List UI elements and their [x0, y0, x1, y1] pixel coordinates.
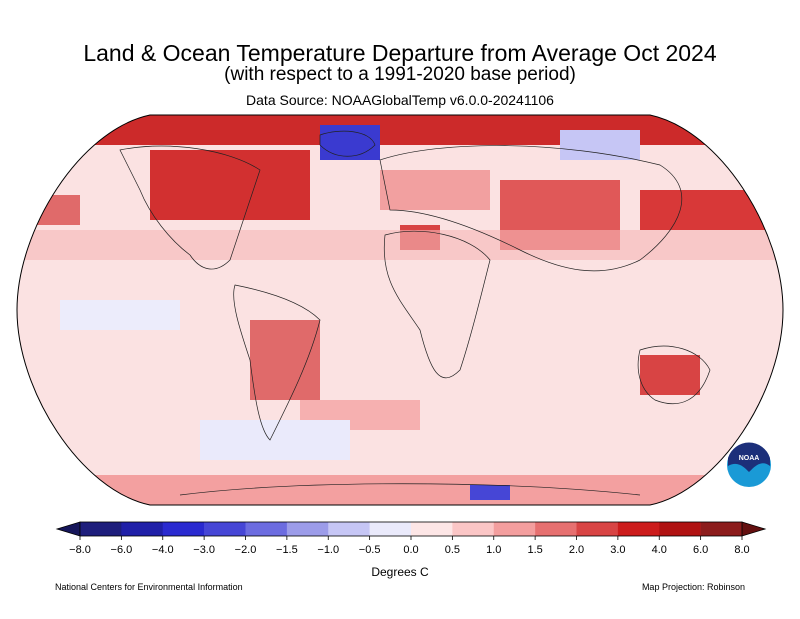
color-bar-tick-label: 1.0	[486, 544, 502, 556]
map-subtitle: (with respect to a 1991-2020 base period…	[224, 64, 576, 85]
color-bar-tick-label: 3.0	[610, 544, 626, 556]
color-bar-units: Degrees C	[371, 565, 429, 579]
color-bar-bin	[204, 522, 246, 536]
color-bar-tick-label: 1.5	[527, 544, 543, 556]
color-bar-tick-label: 0.5	[444, 544, 461, 556]
color-bar-tick-label: −6.0	[110, 544, 133, 556]
color-bar-tick-label: −1.0	[317, 544, 340, 556]
color-bar-tick-label: 4.0	[651, 544, 667, 556]
color-bar-bin	[411, 522, 453, 536]
color-bar-bin	[80, 522, 122, 536]
noaa-logo: NOAA	[727, 442, 771, 487]
color-bar-bin	[328, 522, 370, 536]
footer-projection: Map Projection: Robinson	[641, 582, 745, 592]
color-bar-bin	[493, 522, 536, 536]
color-bar-tick-label: 8.0	[734, 544, 750, 556]
color-bar-bin	[700, 522, 743, 536]
color-bar-tick-label: −4.0	[151, 544, 174, 556]
coastlines	[119, 130, 711, 496]
noaa-logo-text: NOAA	[739, 455, 760, 462]
color-bar-tick-label: −0.5	[358, 544, 381, 556]
color-bar-tick-label: −3.0	[193, 544, 215, 556]
color-bar-tick-label: 6.0	[692, 544, 709, 556]
color-bar-tick-label: 2.0	[568, 544, 585, 556]
anomaly-field	[17, 115, 783, 505]
color-bar-bin	[121, 522, 164, 536]
color-bar-tick-label: 0.0	[403, 544, 419, 556]
color-bar-high-triangle	[741, 521, 767, 537]
color-bar-bin	[245, 522, 288, 536]
color-bar-tick-label: −8.0	[69, 544, 91, 556]
color-bar-low-triangle	[55, 521, 81, 537]
color-bar-tick-label: −1.5	[276, 544, 298, 556]
color-bar-bin	[576, 522, 619, 536]
color-bar-bin	[659, 522, 701, 536]
color-bar-bin	[452, 522, 495, 536]
map-outline	[16, 114, 784, 506]
color-bar-bin	[535, 522, 577, 536]
color-bar-bin	[617, 522, 660, 536]
color-bar-bin	[162, 522, 205, 536]
footer-credit: National Centers for Environmental Infor…	[55, 582, 243, 592]
color-bar-bin	[369, 522, 412, 536]
map-title: Land & Ocean Temperature Departure from …	[83, 40, 717, 66]
data-source: Data Source: NOAAGlobalTemp v6.0.0-20241…	[246, 92, 554, 108]
color-bar-bin	[286, 522, 329, 536]
color-bar-tick-label: −2.0	[234, 544, 257, 556]
